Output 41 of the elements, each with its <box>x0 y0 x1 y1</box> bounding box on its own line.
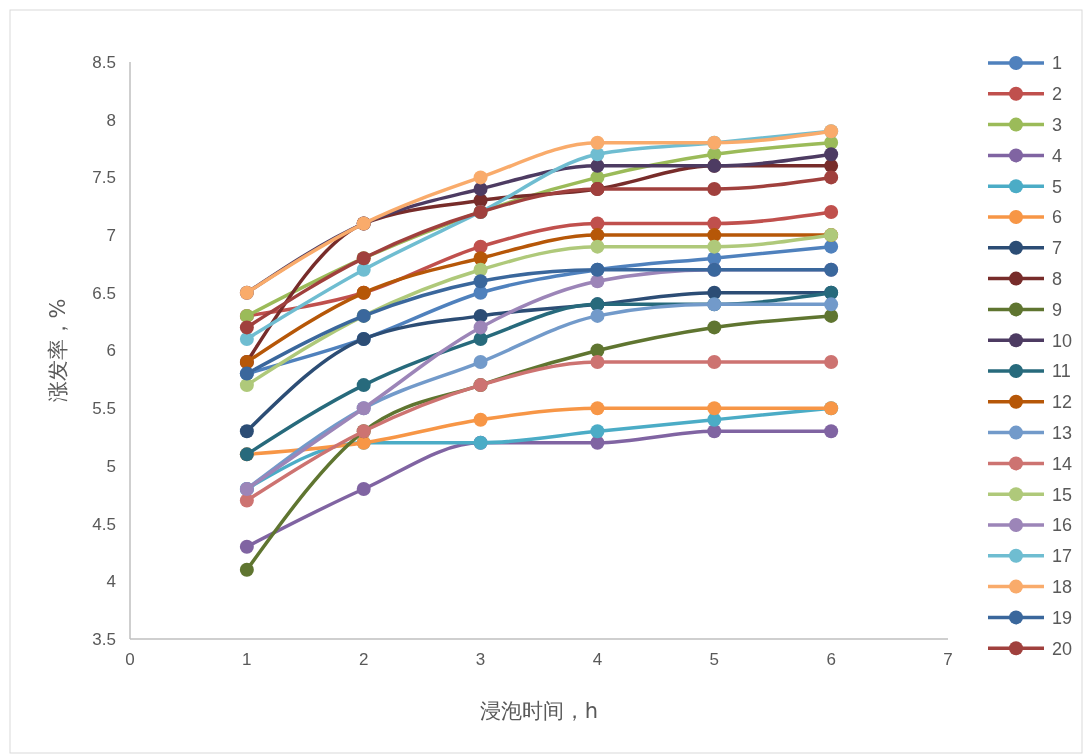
x-tick-label: 1 <box>242 650 252 669</box>
x-tick-label: 7 <box>943 650 953 669</box>
y-tick-label: 4.5 <box>92 514 116 534</box>
legend-label: 14 <box>1052 453 1073 474</box>
legend-label: 16 <box>1052 515 1073 536</box>
legend-label: 6 <box>1052 207 1063 228</box>
y-tick-label: 7.5 <box>92 168 116 188</box>
legend-label: 4 <box>1052 145 1063 166</box>
legend-label: 12 <box>1052 392 1073 413</box>
x-tick-label: 4 <box>592 650 603 669</box>
legend-label: 18 <box>1052 576 1073 597</box>
y-tick-label: 8.5 <box>92 52 116 72</box>
legend-label: 1 <box>1052 53 1063 74</box>
legend-label: 13 <box>1052 422 1073 443</box>
legend-label: 15 <box>1052 484 1073 505</box>
legend-label: 10 <box>1052 330 1073 351</box>
legend-label: 7 <box>1052 238 1063 259</box>
legend-label: 3 <box>1052 114 1063 135</box>
y-axis-title: 涨发率，% <box>46 298 70 403</box>
x-tick-label: 6 <box>826 650 836 669</box>
y-tick-label: 7 <box>106 226 116 246</box>
legend-label: 8 <box>1052 268 1063 289</box>
legend-label: 20 <box>1052 638 1073 659</box>
x-axis-title: 浸泡时间，h <box>479 699 599 723</box>
legend-label: 2 <box>1052 84 1063 105</box>
y-tick-label: 4 <box>106 572 116 592</box>
y-tick-label: 5.5 <box>92 399 116 419</box>
legend-label: 11 <box>1052 361 1071 382</box>
legend-label: 9 <box>1052 299 1063 320</box>
legend-label: 19 <box>1052 607 1073 628</box>
legend-label: 5 <box>1052 176 1063 197</box>
x-tick-label: 5 <box>709 650 720 669</box>
x-tick-label: 2 <box>358 650 369 669</box>
y-tick-label: 3.5 <box>92 629 116 649</box>
y-tick-label: 5 <box>106 456 116 476</box>
legend-label: 17 <box>1052 546 1073 567</box>
x-tick-label: 0 <box>125 650 135 669</box>
y-tick-label: 6.5 <box>92 283 116 303</box>
x-tick-label: 3 <box>475 650 486 669</box>
y-tick-label: 6 <box>106 341 116 361</box>
y-tick-label: 8 <box>106 110 116 130</box>
